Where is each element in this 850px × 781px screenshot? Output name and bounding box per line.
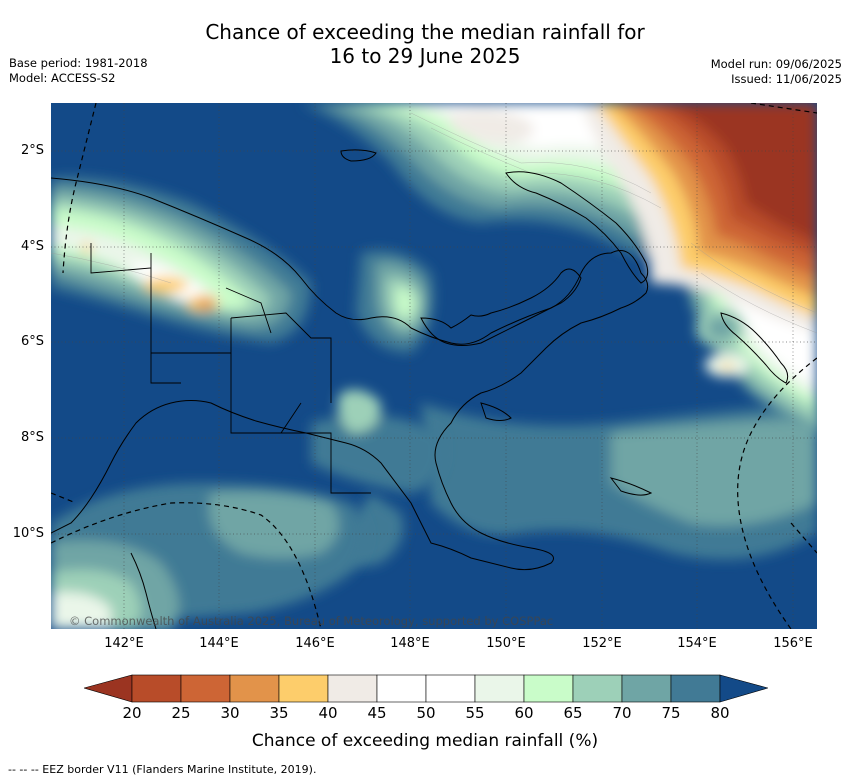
- x-tick: 156°E: [773, 636, 813, 651]
- colorbar-label: 70: [612, 704, 632, 722]
- coastlines: [51, 149, 789, 629]
- x-tick: 154°E: [677, 636, 717, 651]
- colorbar-label: 25: [171, 704, 191, 722]
- southwest-region: [51, 483, 366, 629]
- meta-left: Base period: 1981-2018 Model: ACCESS-S2: [9, 56, 148, 86]
- x-tick: 148°E: [390, 636, 430, 651]
- colorbar-label: 45: [367, 704, 387, 722]
- meta-right: Model run: 09/06/2025 Issued: 11/06/2025: [711, 57, 842, 87]
- title-line-1: Chance of exceeding the median rainfall …: [205, 20, 645, 44]
- cape-york-coast: [130, 552, 157, 629]
- dentrecasteaux-coast: [480, 402, 512, 421]
- western-band: [51, 177, 311, 343]
- new-guinea-coast: [51, 177, 649, 571]
- colorbar-bin: [523, 674, 574, 703]
- map-title: Chance of exceeding the median rainfall …: [0, 20, 850, 68]
- y-tick: 2°S: [20, 143, 44, 158]
- colorbar-bin: [278, 674, 329, 703]
- colorbar-bin: [670, 674, 721, 703]
- model-run-text: Model run: 09/06/2025: [710, 57, 842, 71]
- new-britain-coast: [420, 268, 582, 346]
- eez-borders: [51, 103, 817, 629]
- x-tick: 152°E: [582, 636, 622, 651]
- colorbar-label: 55: [465, 704, 485, 722]
- central-region: [311, 250, 443, 493]
- colorbar-bin: [229, 674, 280, 703]
- y-tick: 6°S: [20, 334, 44, 349]
- manus-coast: [340, 149, 377, 162]
- x-tick: 142°E: [104, 636, 144, 651]
- y-tick: 8°S: [20, 430, 44, 445]
- issued-text: Issued: 11/06/2025: [731, 72, 842, 86]
- northern-belt: [301, 103, 817, 433]
- colorbar-above: [719, 674, 768, 703]
- colorbar-label: 65: [563, 704, 583, 722]
- colorbar-bin: [425, 674, 476, 703]
- colorbar-label: 30: [220, 704, 240, 722]
- copyright-text: © Commonwealth of Australia 2025, Bureau…: [69, 614, 554, 628]
- y-tick: 4°S: [20, 239, 44, 254]
- base-period-text: Base period: 1981-2018: [9, 56, 148, 70]
- colorbar-bin: [376, 674, 427, 703]
- colorbar: [84, 674, 768, 703]
- colorbar-label: 50: [416, 704, 436, 722]
- colorbar-bin: [327, 674, 378, 703]
- colorbar-label: 80: [710, 704, 730, 722]
- colorbar-label: 75: [661, 704, 681, 722]
- colorbar-title: Chance of exceeding median rainfall (%): [251, 731, 599, 751]
- model-text: Model: ACCESS-S2: [9, 71, 116, 85]
- internal-borders: [90, 243, 371, 494]
- colorbar-bin: [131, 674, 182, 703]
- new-ireland-coast: [505, 171, 649, 284]
- colorbar-label: 40: [318, 704, 338, 722]
- bougainville-coast: [720, 312, 789, 384]
- colorbar-bin: [621, 674, 672, 703]
- colorbar-label: 20: [122, 704, 142, 722]
- x-tick: 150°E: [486, 636, 526, 651]
- colorbar-label: 60: [514, 704, 534, 722]
- eez-legend-note: -- -- -- EEZ border V11 (Flanders Marine…: [8, 763, 317, 776]
- colorbar-label: 35: [269, 704, 289, 722]
- title-line-2: 16 to 29 June 2025: [329, 44, 521, 68]
- grid-lines: [51, 103, 817, 629]
- colorbar-below: [84, 674, 133, 703]
- louisiade-coast: [609, 477, 653, 496]
- x-tick: 144°E: [199, 636, 239, 651]
- colorbar-bin: [474, 674, 525, 703]
- rainfall-map: [51, 103, 817, 629]
- y-tick: 10°S: [12, 526, 44, 541]
- x-tick: 146°E: [295, 636, 335, 651]
- southeast-region: [331, 403, 817, 567]
- colorbar-bin: [180, 674, 231, 703]
- colorbar-bin: [572, 674, 623, 703]
